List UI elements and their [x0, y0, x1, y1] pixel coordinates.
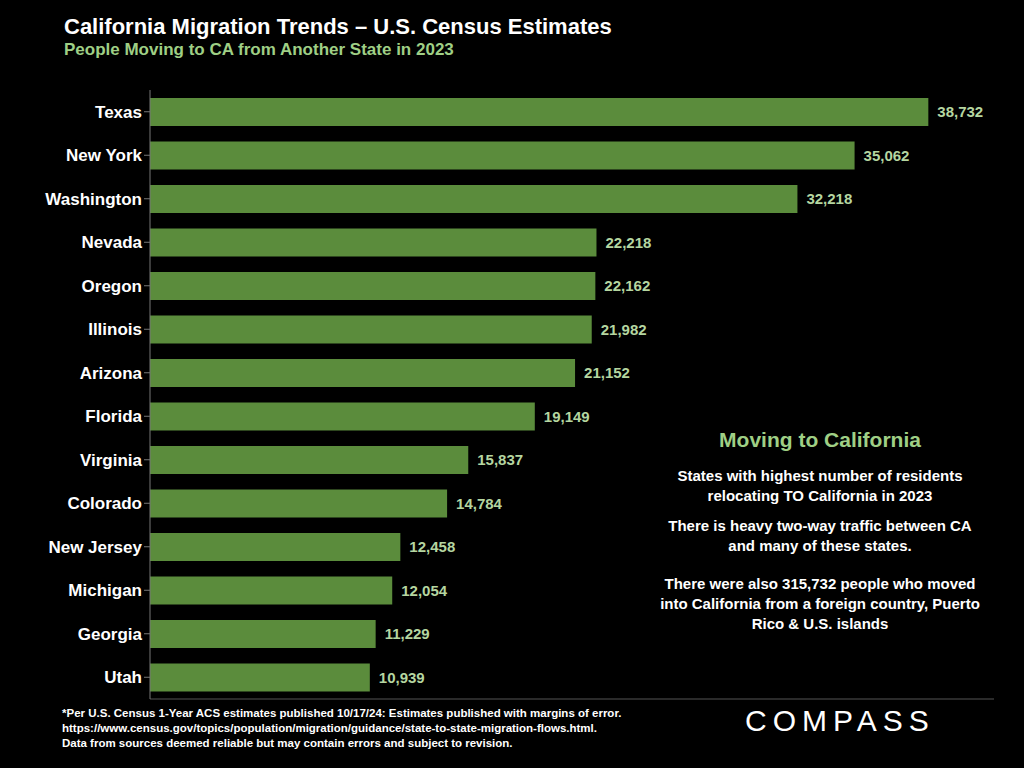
svg-text:15,837: 15,837: [477, 451, 523, 468]
html-text:Moving to California: Moving to California: [719, 428, 921, 451]
svg-text:Utah: Utah: [104, 668, 142, 687]
svg-text:12,054: 12,054: [401, 582, 448, 599]
html-text:There is heavy two-way traffic: There is heavy two-way traffic between C…: [668, 517, 972, 554]
svg-text:Florida: Florida: [85, 407, 142, 426]
svg-text:Illinois: Illinois: [88, 320, 142, 339]
svg-text:Texas: Texas: [95, 103, 142, 122]
svg-text:Washington: Washington: [45, 190, 142, 209]
svg-text:14,784: 14,784: [456, 495, 503, 512]
svg-text:11,229: 11,229: [385, 625, 430, 642]
svg-text:Virginia: Virginia: [80, 451, 143, 470]
svg-text:Nevada: Nevada: [82, 233, 143, 252]
svg-text:New York: New York: [66, 146, 142, 165]
svg-text:Colorado: Colorado: [67, 494, 142, 513]
html-text:California Migration Trends –: California Migration Trends – U.S. Censu…: [64, 14, 612, 39]
svg-text:New Jersey: New Jersey: [48, 538, 142, 557]
html-text:People Moving to CA from Anoth: People Moving to CA from Another State i…: [64, 40, 454, 59]
svg-text:19,149: 19,149: [544, 408, 590, 425]
svg-text:22,218: 22,218: [605, 234, 651, 251]
html-text:*Per U.S. Census 1-Year ACS es: *Per U.S. Census 1-Year ACS estimates pu…: [62, 707, 622, 719]
html-text:There were also 315,732 people: There were also 315,732 people who moved…: [660, 575, 980, 632]
html-text:https://www.census.gov/topics/: https://www.census.gov/topics/population…: [62, 722, 597, 734]
svg-text:35,062: 35,062: [864, 147, 910, 164]
html-text:Data from sources deemed relia: Data from sources deemed reliable but ma…: [62, 737, 513, 749]
svg-text:12,458: 12,458: [409, 538, 455, 555]
svg-text:22,162: 22,162: [604, 277, 650, 294]
svg-text:Georgia: Georgia: [78, 625, 143, 644]
svg-text:21,982: 21,982: [601, 321, 647, 338]
html-text:COMPASS: COMPASS: [745, 704, 935, 737]
svg-text:Oregon: Oregon: [82, 277, 142, 296]
svg-text:Michigan: Michigan: [68, 581, 142, 600]
html-text:States with highest number of: States with highest number of residents …: [677, 467, 963, 504]
svg-text:Arizona: Arizona: [80, 364, 143, 383]
svg-text:38,732: 38,732: [937, 103, 983, 120]
svg-text:32,218: 32,218: [806, 190, 852, 207]
svg-text:10,939: 10,939: [379, 669, 425, 686]
svg-text:21,152: 21,152: [584, 364, 630, 381]
